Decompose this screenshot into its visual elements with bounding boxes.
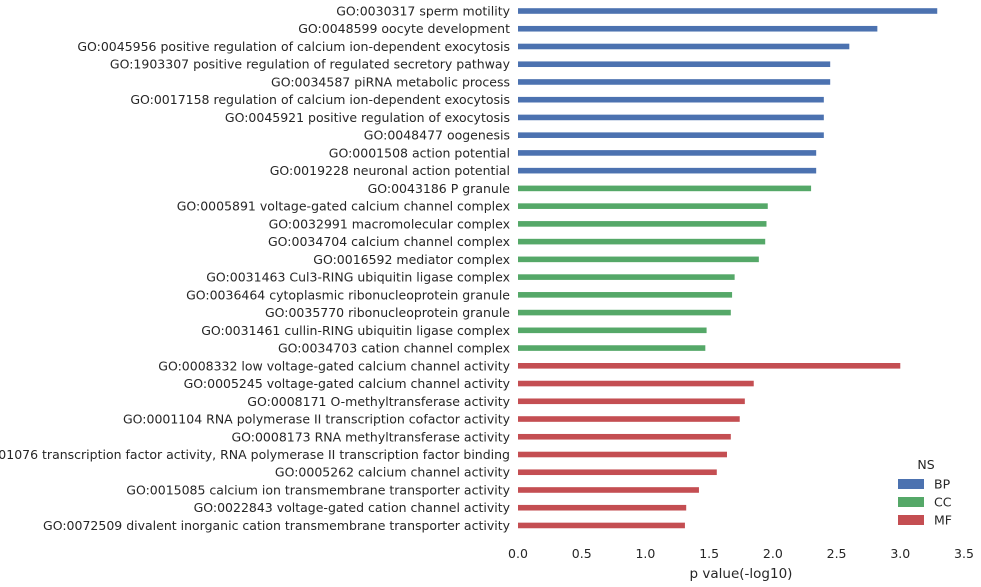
x-axis-title: p value(-log10) [690,566,793,582]
category-label: GO:0032991 macromolecular complex [269,216,510,231]
category-label: GO:0022843 voltage-gated cation channel … [194,500,511,515]
bar-bp [518,25,878,32]
x-tick-label: 0.5 [572,546,592,561]
bar-cc [518,309,731,316]
category-label: GO:0008171 O-methyltransferase activity [247,394,510,409]
bar-bp [518,8,938,14]
bar-mf [518,433,731,440]
category-label: GO:0031461 cullin-RING ubiquitin ligase … [201,323,510,338]
bar-cc [518,256,759,263]
bar-bp [518,43,850,50]
category-label: GO:0008173 RNA methyltransferase activit… [231,429,510,444]
bar-bp [518,167,817,174]
category-label: GO:0001076 transcription factor activity… [0,447,510,462]
bar-mf [518,487,699,493]
category-label: GO:0036464 cytoplasmic ribonucleoprotein… [186,287,510,302]
bar-cc [518,327,707,334]
bar-mf [518,504,687,511]
category-label: GO:0034704 calcium channel complex [268,234,510,249]
legend-label-mf: MF [934,513,952,528]
category-label: GO:0034587 piRNA metabolic process [271,74,510,89]
x-tick-label: 0.0 [508,546,528,561]
bar-cc [518,345,706,351]
category-label: GO:0045956 positive regulation of calciu… [77,39,510,54]
category-label: GO:1903307 positive regulation of regula… [110,57,511,72]
bar-cc [518,185,812,192]
bar-mf [518,398,745,405]
category-label: GO:0005245 voltage-gated calcium channel… [184,376,511,391]
bar-mf [518,380,754,387]
category-label: GO:0030317 sperm motility [336,4,510,19]
bar-cc [518,221,767,227]
bar-mf [518,363,901,369]
legend-label-cc: CC [934,495,952,510]
category-label: GO:0045921 positive regulation of exocyt… [225,110,510,125]
category-label: GO:0048477 oogenesis [364,128,510,143]
x-tick-label: 3.0 [890,546,910,561]
bar-mf [518,469,717,476]
bar-bp [518,150,817,156]
x-tick-label: 2.0 [763,546,783,561]
bar-mf [518,416,740,422]
category-label: GO:0034703 cation channel complex [278,341,510,356]
x-tick-label: 1.5 [699,546,719,561]
category-label: GO:0015085 calcium ion transmembrane tra… [126,482,510,497]
legend-swatch-cc [898,497,924,507]
legend-title: NS [917,457,934,472]
bars [518,8,938,529]
bar-bp [518,61,831,68]
x-tick-labels: 0.0 0.5 1.0 1.5 2.0 2.5 3.0 3.5 [508,546,974,561]
category-label: GO:0019228 neuronal action potential [270,163,510,178]
category-label: GO:0005891 voltage-gated calcium channel… [177,199,510,214]
bar-cc [518,274,735,280]
category-label: GO:0001104 RNA polymerase II transcripti… [123,412,511,427]
bar-mf [518,451,727,458]
category-label: GO:0016592 mediator complex [313,252,510,267]
bar-bp [518,79,831,85]
category-label: GO:0001508 action potential [329,145,510,160]
legend-label-bp: BP [934,477,951,492]
category-label: GO:0035770 ribonucleoprotein granule [265,305,510,320]
category-label: GO:0031463 Cul3-RING ubiquitin ligase co… [206,270,510,285]
category-label: GO:0005262 calcium channel activity [275,465,511,480]
x-tick-label: 1.0 [635,546,655,561]
legend: NS BP CC MF [898,457,952,528]
category-label: GO:0017158 regulation of calcium ion-dep… [130,92,510,107]
bar-cc [518,203,768,209]
bar-cc [518,238,766,245]
category-labels: GO:0030317 sperm motility GO:0048599 oocy… [0,4,511,533]
bar-cc [518,292,733,298]
x-tick-label: 3.5 [954,546,974,561]
bar-bp [518,132,824,138]
category-label: GO:0048599 oocyte development [298,21,510,36]
category-label: GO:0072509 divalent inorganic cation tra… [43,518,511,533]
category-label: GO:0008332 low voltage-gated calcium cha… [158,358,510,373]
bar-mf [518,522,685,529]
bar-bp [518,96,824,103]
legend-swatch-bp [898,479,924,489]
bar-bp [518,114,824,121]
x-tick-label: 2.5 [827,546,847,561]
legend-swatch-mf [898,515,924,525]
category-label: GO:0043186 P granule [368,181,511,196]
